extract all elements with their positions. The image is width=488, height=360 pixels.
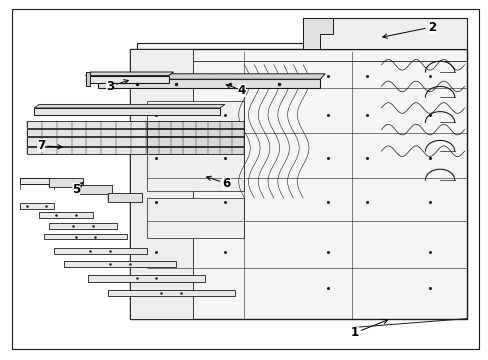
Polygon shape (34, 108, 220, 115)
Polygon shape (85, 76, 168, 83)
Polygon shape (146, 137, 244, 146)
Polygon shape (39, 212, 93, 218)
Text: 1: 1 (350, 320, 387, 339)
Polygon shape (98, 74, 325, 79)
Polygon shape (88, 275, 205, 282)
Polygon shape (129, 49, 193, 319)
Polygon shape (146, 101, 244, 144)
Text: 7: 7 (37, 139, 62, 152)
Polygon shape (63, 261, 176, 267)
Polygon shape (137, 43, 466, 317)
Polygon shape (49, 178, 83, 187)
Text: 6: 6 (206, 176, 230, 190)
Text: 4: 4 (225, 84, 245, 96)
Polygon shape (27, 121, 205, 128)
Text: 3: 3 (106, 80, 128, 93)
Polygon shape (34, 104, 224, 108)
Polygon shape (146, 198, 244, 238)
Polygon shape (85, 72, 90, 86)
Polygon shape (49, 223, 117, 229)
Polygon shape (303, 18, 466, 49)
Polygon shape (20, 178, 54, 184)
Text: 2: 2 (382, 21, 435, 38)
Polygon shape (303, 18, 332, 49)
Polygon shape (20, 203, 54, 209)
Polygon shape (146, 151, 244, 191)
Polygon shape (146, 147, 244, 154)
Polygon shape (146, 129, 244, 136)
Polygon shape (146, 121, 244, 128)
Polygon shape (44, 234, 127, 239)
Polygon shape (98, 79, 320, 88)
Polygon shape (85, 72, 173, 76)
Text: 5: 5 (72, 183, 82, 195)
Polygon shape (27, 137, 205, 146)
Polygon shape (27, 129, 205, 136)
Polygon shape (129, 49, 466, 319)
Polygon shape (107, 193, 142, 202)
Polygon shape (54, 248, 146, 254)
Polygon shape (107, 290, 234, 296)
Polygon shape (27, 147, 205, 154)
Polygon shape (78, 185, 112, 194)
